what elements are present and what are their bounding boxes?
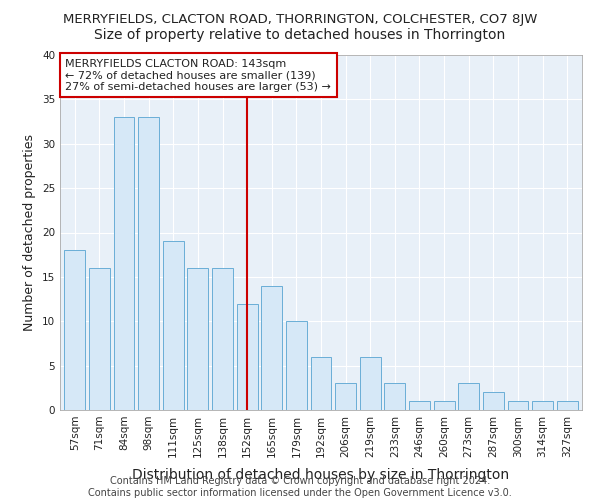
Bar [508, 401, 529, 410]
Bar [385, 384, 406, 410]
Bar [187, 268, 208, 410]
Bar [360, 357, 381, 410]
Bar [138, 117, 159, 410]
Text: MERRYFIELDS, CLACTON ROAD, THORRINGTON, COLCHESTER, CO7 8JW: MERRYFIELDS, CLACTON ROAD, THORRINGTON, … [63, 12, 537, 26]
Bar [89, 268, 110, 410]
Bar [335, 384, 356, 410]
Bar [286, 322, 307, 410]
Bar [261, 286, 282, 410]
Bar [483, 392, 504, 410]
Bar [113, 117, 134, 410]
Bar [434, 401, 455, 410]
Bar [557, 401, 578, 410]
Bar [532, 401, 553, 410]
Bar [64, 250, 85, 410]
Text: MERRYFIELDS CLACTON ROAD: 143sqm
← 72% of detached houses are smaller (139)
27% : MERRYFIELDS CLACTON ROAD: 143sqm ← 72% o… [65, 58, 331, 92]
X-axis label: Distribution of detached houses by size in Thorrington: Distribution of detached houses by size … [133, 468, 509, 482]
Y-axis label: Number of detached properties: Number of detached properties [23, 134, 37, 331]
Bar [458, 384, 479, 410]
Bar [236, 304, 257, 410]
Text: Size of property relative to detached houses in Thorrington: Size of property relative to detached ho… [94, 28, 506, 42]
Bar [212, 268, 233, 410]
Bar [311, 357, 331, 410]
Bar [163, 242, 184, 410]
Text: Contains HM Land Registry data © Crown copyright and database right 2024.
Contai: Contains HM Land Registry data © Crown c… [88, 476, 512, 498]
Bar [409, 401, 430, 410]
